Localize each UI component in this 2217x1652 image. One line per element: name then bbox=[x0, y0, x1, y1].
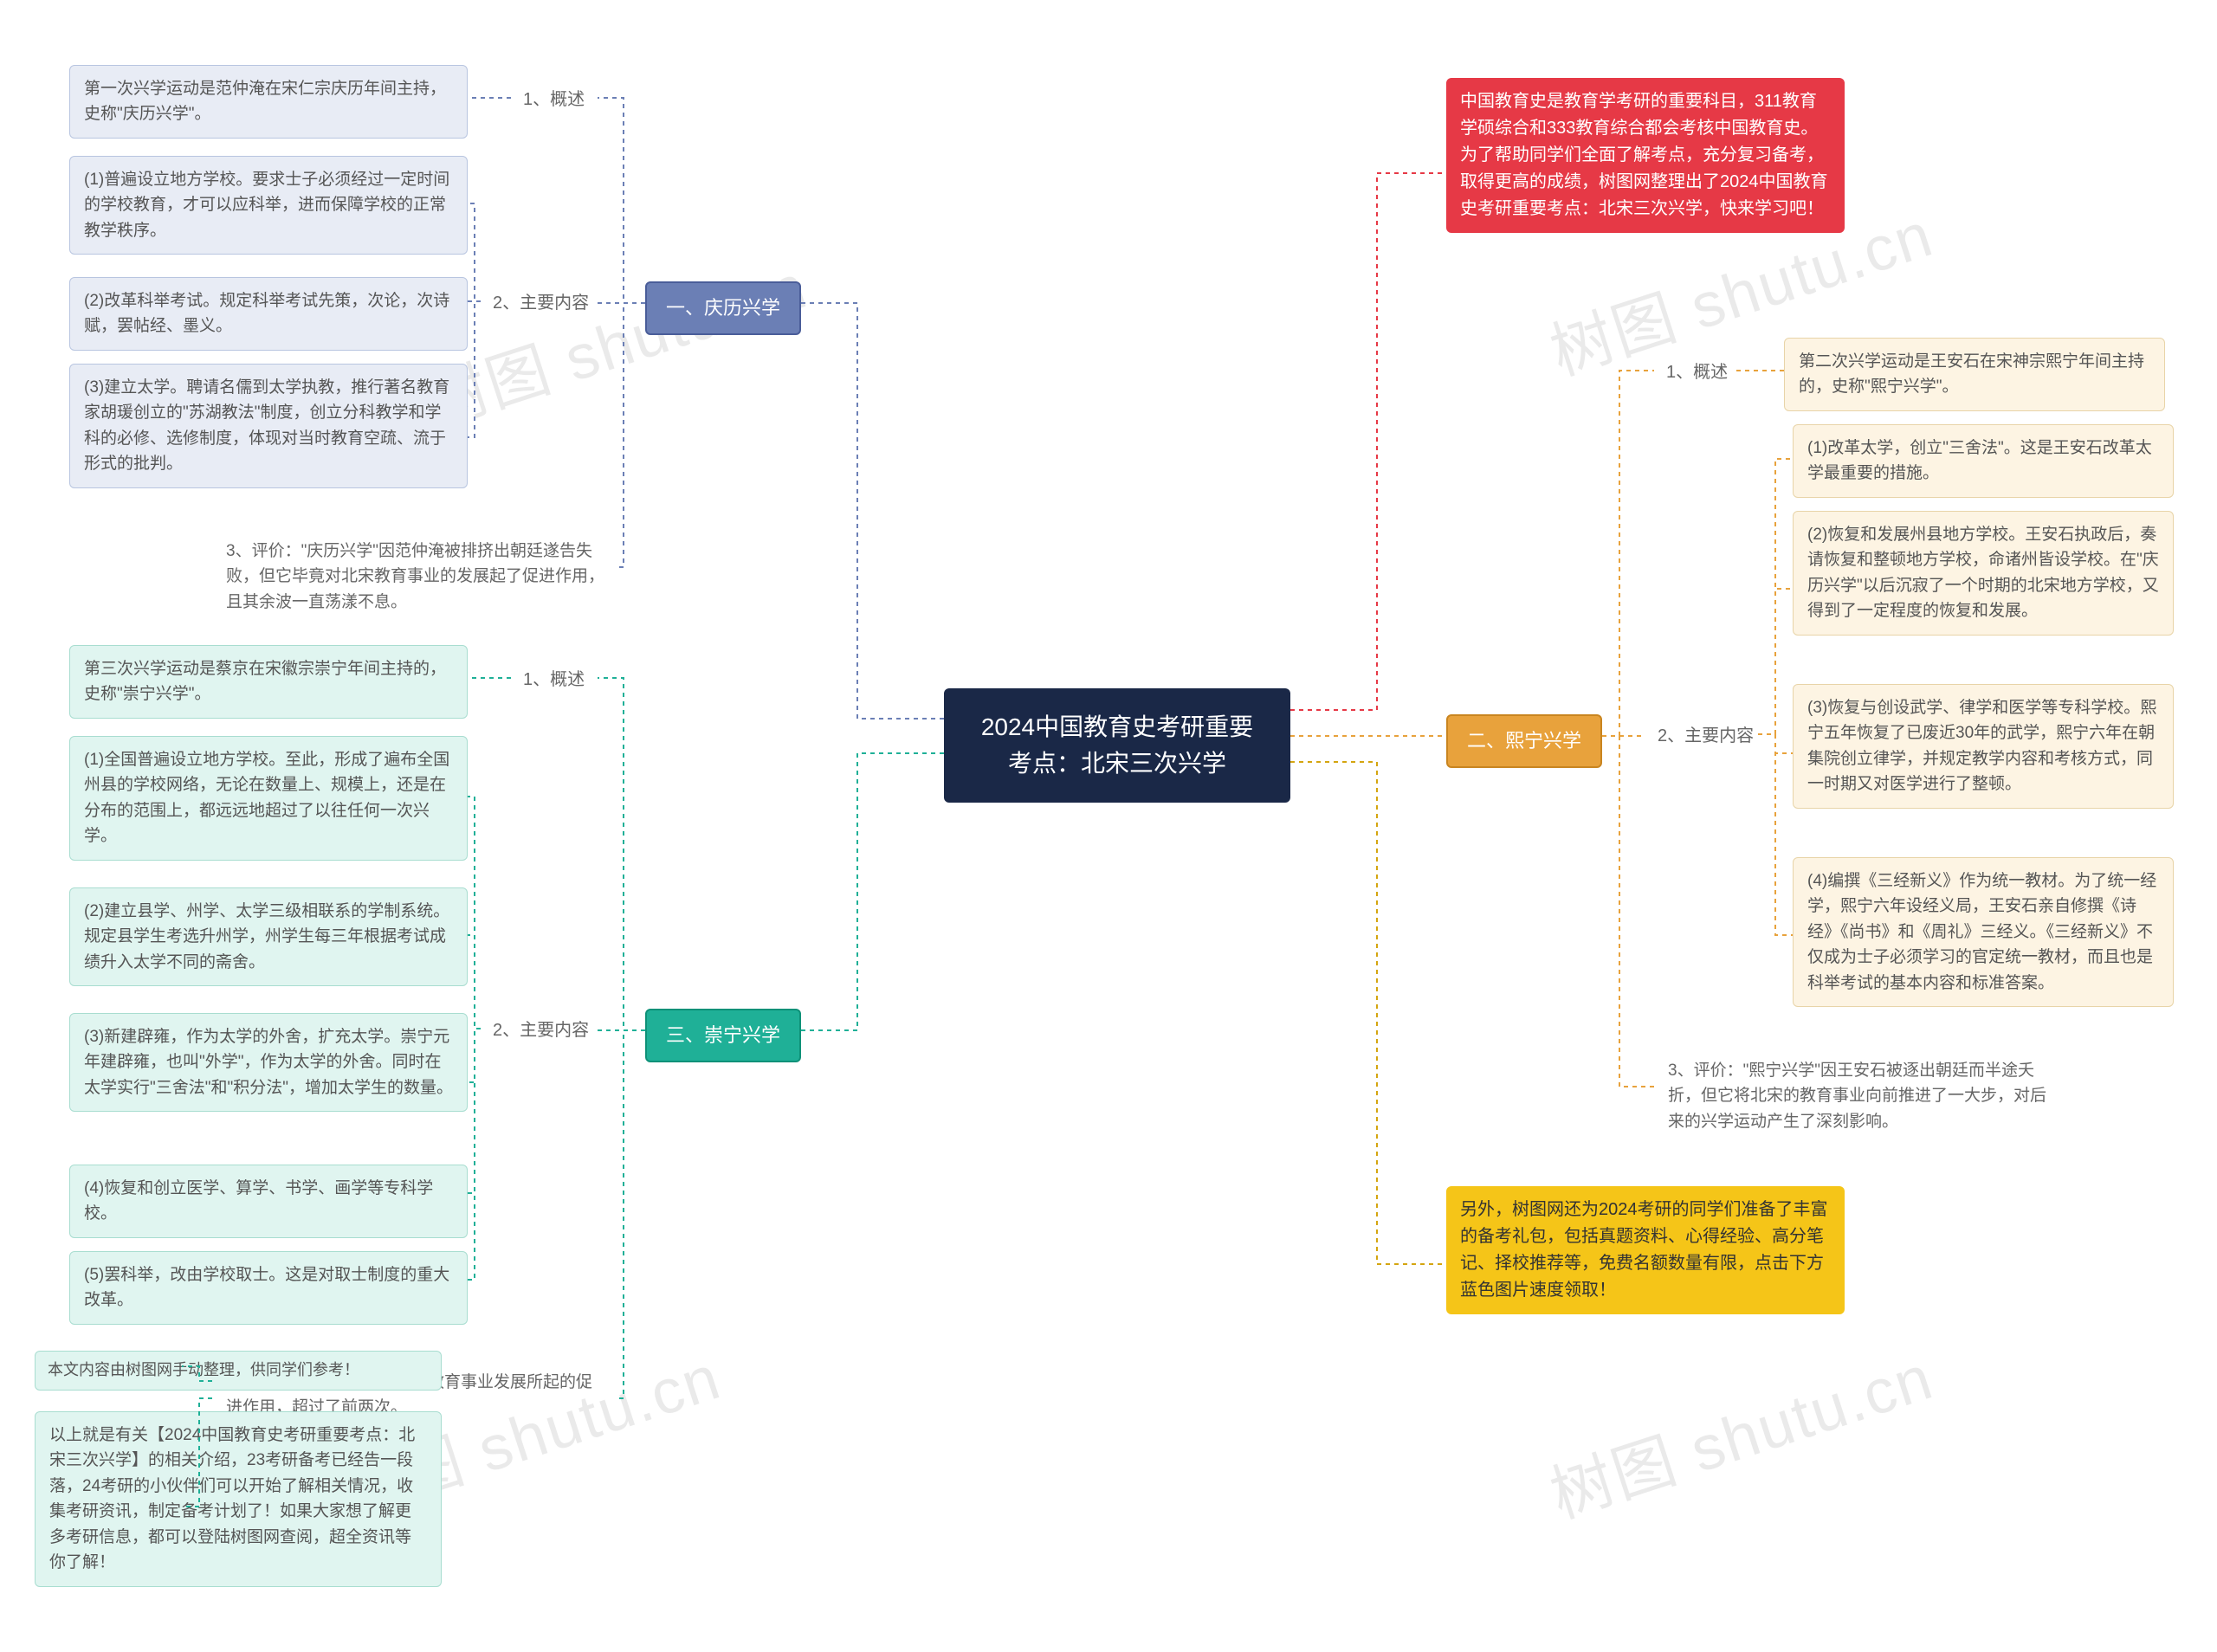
branch1-sub3: 3、评价："庆历兴学"因范仲淹被排挤出朝廷遂告失败，但它毕竟对北宋教育事业的发展… bbox=[212, 528, 619, 625]
branch1-sub2-leaf2: (2)改革科举考试。规定科举考试先策，次论，次诗赋，罢帖经、墨义。 bbox=[69, 277, 468, 351]
branch2-sub2-leaf2: (2)恢复和发展州县地方学校。王安石执政后，奏请恢复和整顿地方学校，命诸州皆设学… bbox=[1793, 511, 2174, 636]
center-node: 2024中国教育史考研重要 考点：北宋三次兴学 bbox=[944, 688, 1290, 803]
outro-box: 另外，树图网还为2024考研的同学们准备了丰富的备考礼包，包括真题资料、心得经验… bbox=[1446, 1186, 1845, 1314]
branch1-sub2-leaf1: (1)普遍设立地方学校。要求士子必须经过一定时间的学校教育，才可以应科举，进而保… bbox=[69, 156, 468, 255]
branch2-sub3: 3、评价："熙宁兴学"因王安石被逐出朝廷而半途夭折，但它将北宋的教育事业向前推进… bbox=[1654, 1048, 2061, 1145]
branch3-sub1: 1、概述 bbox=[511, 658, 597, 702]
branch2-sub1: 1、概述 bbox=[1654, 351, 1740, 395]
branch3-footer1: 本文内容由树图网手动整理，供同学们参考！ bbox=[35, 1351, 442, 1391]
branch1-title: 一、庆历兴学 bbox=[645, 281, 801, 335]
branch2-sub2-leaf3: (3)恢复与创设武学、律学和医学等专科学校。熙宁五年恢复了已废近30年的武学，熙… bbox=[1793, 684, 2174, 809]
branch3-sub1-leaf: 第三次兴学运动是蔡京在宋徽宗崇宁年间主持的，史称"崇宁兴学"。 bbox=[69, 645, 468, 719]
watermark: 树图 shutu.cn bbox=[1537, 1326, 1942, 1535]
branch3-title: 三、崇宁兴学 bbox=[645, 1009, 801, 1062]
branch1-sub2-leaf3: (3)建立太学。聘请名儒到太学执教，推行著名教育家胡瑗创立的"苏湖教法"制度，创… bbox=[69, 364, 468, 488]
branch3-footer2: 以上就是有关【2024中国教育史考研重要考点：北宋三次兴学】的相关介绍，23考研… bbox=[35, 1411, 442, 1587]
center-title-1: 2024中国教育史考研重要 bbox=[981, 713, 1253, 740]
branch3-sub2-leaf5: (5)罢科举，改由学校取士。这是对取士制度的重大改革。 bbox=[69, 1251, 468, 1325]
branch3-sub2-leaf1: (1)全国普遍设立地方学校。至此，形成了遍布全国州县的学校网络，无论在数量上、规… bbox=[69, 736, 468, 861]
branch3-sub2-leaf4: (4)恢复和创立医学、算学、书学、画学等专科学校。 bbox=[69, 1165, 468, 1238]
branch2-sub2: 2、主要内容 bbox=[1645, 714, 1766, 758]
branch3-sub2-leaf3: (3)新建辟雍，作为太学的外舍，扩充太学。崇宁元年建辟雍，也叫"外学"，作为太学… bbox=[69, 1013, 468, 1112]
branch2-sub1-leaf: 第二次兴学运动是王安石在宋神宗熙宁年间主持的，史称"熙宁兴学"。 bbox=[1784, 338, 2165, 411]
branch2-sub2-leaf1: (1)改革太学，创立"三舍法"。这是王安石改革太学最重要的措施。 bbox=[1793, 424, 2174, 498]
branch3-sub2-leaf2: (2)建立县学、州学、太学三级相联系的学制系统。规定县学生考选升州学，州学生每三… bbox=[69, 887, 468, 986]
branch1-sub1: 1、概述 bbox=[511, 78, 597, 122]
branch2-title: 二、熙宁兴学 bbox=[1446, 714, 1602, 768]
center-title-2: 考点：北宋三次兴学 bbox=[1008, 750, 1226, 777]
watermark: 树图 shutu.cn bbox=[411, 236, 817, 444]
branch1-sub1-leaf: 第一次兴学运动是范仲淹在宋仁宗庆历年间主持，史称"庆历兴学"。 bbox=[69, 65, 468, 139]
branch2-sub2-leaf4: (4)编撰《三经新义》作为统一教材。为了统一经学，熙宁六年设经义局，王安石亲自修… bbox=[1793, 857, 2174, 1007]
branch3-sub2: 2、主要内容 bbox=[481, 1009, 601, 1053]
intro-box: 中国教育史是教育学考研的重要科目，311教育学硕综合和333教育综合都会考核中国… bbox=[1446, 78, 1845, 233]
branch1-sub2: 2、主要内容 bbox=[481, 281, 601, 326]
